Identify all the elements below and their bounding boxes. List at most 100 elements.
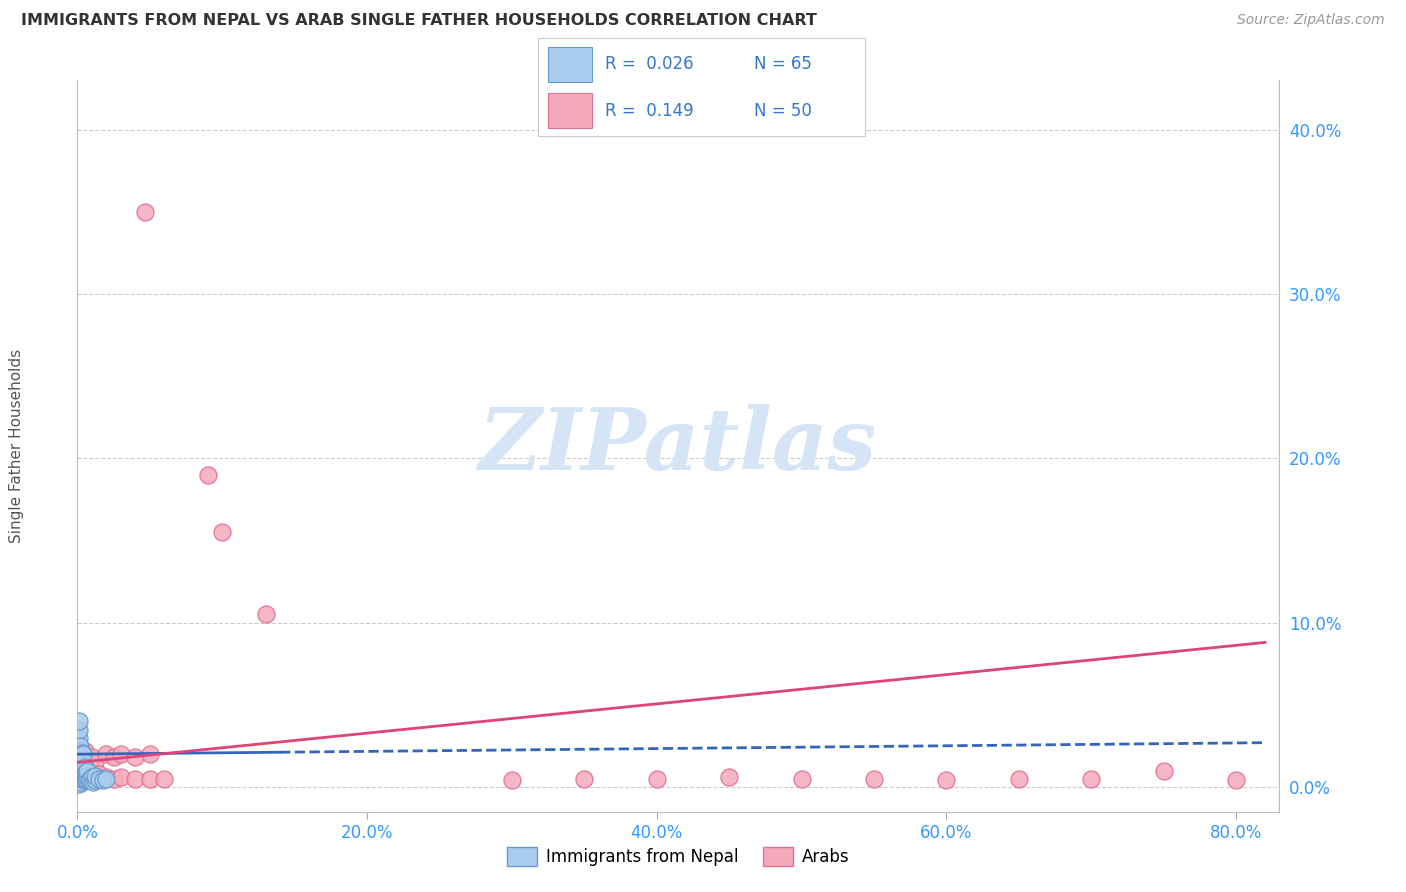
Point: [67, 756, 90, 770]
Point: [77, 772, 100, 786]
Point: [197, 467, 219, 482]
Point: [67, 714, 90, 729]
Point: [69, 754, 91, 768]
Point: [83, 773, 105, 788]
Point: [70, 760, 93, 774]
Point: [574, 772, 596, 786]
Point: [103, 750, 125, 764]
Point: [76, 760, 98, 774]
Point: [70, 746, 93, 760]
Point: [96, 747, 118, 762]
Point: [139, 747, 162, 762]
Point: [69, 744, 91, 758]
Point: [93, 773, 115, 788]
Point: [67, 739, 90, 753]
Point: [645, 772, 668, 786]
Point: [96, 772, 118, 786]
Point: [124, 750, 146, 764]
Point: [1080, 772, 1102, 786]
Text: R =  0.026: R = 0.026: [605, 55, 693, 73]
Point: [211, 525, 233, 540]
Point: [73, 744, 96, 758]
Point: [67, 739, 90, 753]
Point: [103, 772, 125, 786]
Point: [75, 765, 97, 780]
Point: [67, 767, 90, 781]
Point: [72, 773, 94, 788]
Text: R =  0.149: R = 0.149: [605, 102, 693, 120]
Point: [70, 757, 93, 772]
Text: ZIPatlas: ZIPatlas: [479, 404, 877, 488]
Point: [83, 756, 105, 770]
Point: [501, 773, 523, 788]
Point: [83, 768, 105, 782]
Point: [96, 770, 118, 784]
Point: [70, 772, 93, 786]
Text: Single Father Households: Single Father Households: [10, 349, 24, 543]
Point: [70, 767, 93, 781]
Point: [72, 770, 94, 784]
Point: [67, 756, 90, 770]
Point: [153, 772, 176, 786]
Point: [69, 768, 91, 782]
Point: [77, 756, 100, 770]
Point: [72, 750, 94, 764]
Point: [70, 752, 93, 766]
Point: [139, 772, 162, 786]
Point: [1153, 764, 1175, 778]
Legend: Immigrants from Nepal, Arabs: Immigrants from Nepal, Arabs: [501, 840, 856, 873]
Point: [83, 772, 105, 786]
Point: [1225, 773, 1247, 788]
Point: [69, 764, 91, 778]
FancyBboxPatch shape: [537, 37, 865, 136]
FancyBboxPatch shape: [548, 93, 592, 128]
Point: [67, 764, 90, 778]
Point: [80, 770, 103, 784]
Point: [76, 770, 98, 784]
Point: [69, 760, 91, 774]
Point: [67, 772, 90, 786]
FancyBboxPatch shape: [548, 47, 592, 82]
Point: [72, 764, 94, 778]
Point: [80, 750, 103, 764]
Point: [790, 772, 813, 786]
Point: [67, 777, 90, 791]
Point: [69, 748, 91, 763]
Point: [124, 772, 146, 786]
Point: [67, 747, 90, 762]
Point: [70, 775, 93, 789]
Text: Source: ZipAtlas.com: Source: ZipAtlas.com: [1237, 13, 1385, 28]
Point: [73, 760, 96, 774]
Point: [67, 731, 90, 745]
Point: [69, 773, 91, 788]
Point: [67, 723, 90, 737]
Point: [110, 770, 132, 784]
Point: [69, 767, 91, 781]
Point: [87, 767, 110, 781]
Point: [69, 739, 91, 753]
Point: [72, 747, 94, 762]
Point: [75, 756, 97, 770]
Point: [73, 767, 96, 781]
Point: [69, 773, 91, 788]
Point: [82, 775, 104, 789]
Point: [935, 773, 957, 788]
Text: N = 65: N = 65: [754, 55, 811, 73]
Point: [79, 772, 101, 786]
Text: IMMIGRANTS FROM NEPAL VS ARAB SINGLE FATHER HOUSEHOLDS CORRELATION CHART: IMMIGRANTS FROM NEPAL VS ARAB SINGLE FAT…: [21, 13, 817, 29]
Point: [718, 770, 741, 784]
Point: [73, 760, 96, 774]
Point: [87, 772, 110, 786]
Point: [67, 747, 90, 762]
Point: [75, 770, 97, 784]
Point: [76, 773, 98, 788]
Point: [77, 773, 100, 788]
Point: [75, 772, 97, 786]
Point: [69, 750, 91, 764]
Point: [70, 768, 93, 782]
Point: [80, 770, 103, 784]
Point: [76, 764, 98, 778]
Point: [73, 772, 96, 786]
Point: [69, 775, 91, 789]
Point: [70, 762, 93, 776]
